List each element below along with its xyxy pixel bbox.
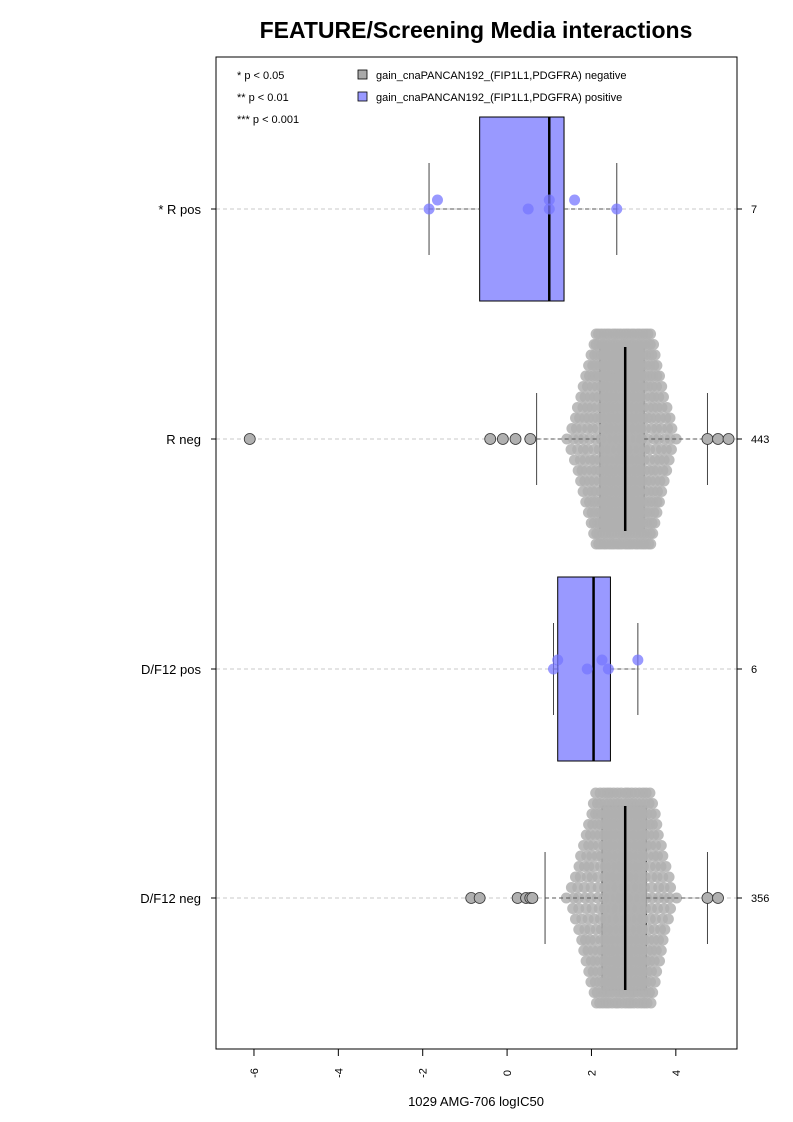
data-point	[648, 339, 660, 350]
outlier-point	[484, 433, 497, 445]
data-point	[661, 465, 673, 476]
data-point	[569, 194, 581, 206]
data-point	[666, 423, 678, 434]
significance-note: ** p < 0.01	[237, 92, 289, 104]
data-point	[664, 412, 676, 424]
data-point	[645, 997, 657, 1009]
significance-note: *** p < 0.001	[237, 114, 299, 126]
data-point	[656, 381, 668, 392]
outlier-point	[701, 433, 714, 445]
legend-swatch	[357, 69, 368, 80]
data-point	[656, 486, 668, 497]
outlier-point	[712, 433, 724, 445]
data-point	[662, 913, 674, 925]
data-point	[644, 787, 656, 799]
data-point	[660, 861, 672, 872]
data-point	[651, 507, 663, 518]
data-point	[657, 934, 669, 946]
data-point	[657, 850, 669, 862]
x-axis-label: 1029 AMG-706 logIC50	[408, 1094, 544, 1109]
x-tick-label: 0	[502, 1070, 514, 1076]
data-point	[653, 370, 665, 382]
data-point	[663, 871, 675, 883]
x-tick-label: 2	[586, 1070, 598, 1076]
data-point	[543, 203, 555, 215]
data-point	[423, 203, 435, 215]
data-point	[649, 808, 661, 820]
data-point	[665, 882, 677, 893]
x-tick-label: 4	[671, 1070, 683, 1076]
data-point	[665, 903, 677, 914]
data-point	[602, 663, 614, 675]
chart-title: FEATURE/Screening Media interactions	[260, 17, 693, 43]
data-point	[611, 203, 623, 215]
legend-label: gain_cnaPANCAN192_(FIP1L1,PDGFRA) negati…	[376, 70, 626, 82]
data-point	[645, 328, 657, 340]
data-point	[547, 663, 559, 675]
data-point	[522, 203, 534, 215]
group-label: D/F12 pos	[141, 662, 201, 677]
data-point	[665, 444, 677, 455]
data-point	[651, 819, 663, 830]
data-point	[581, 663, 593, 675]
data-point	[649, 517, 661, 529]
data-point	[658, 475, 670, 487]
x-tick-label: -6	[249, 1068, 261, 1078]
group-label: R neg	[166, 432, 201, 447]
x-tick-label: -2	[418, 1068, 430, 1078]
outlier-point	[712, 892, 724, 904]
legend: * p < 0.05 ** p < 0.01 *** p < 0.001 gain_c…	[237, 69, 626, 126]
data-point	[543, 194, 555, 206]
group-counts: 7 443 6 356	[737, 204, 769, 905]
outlier-point	[243, 433, 256, 445]
data-point	[647, 528, 659, 539]
data-point	[651, 966, 663, 977]
x-axis: -6 -4 -2 0 2 4	[249, 1048, 683, 1078]
data-point	[661, 402, 673, 413]
data-point	[632, 903, 644, 914]
data-point	[552, 654, 564, 666]
data-layer	[243, 116, 735, 1009]
data-point	[670, 433, 682, 445]
group-label: * R pos	[158, 202, 201, 217]
data-point	[647, 987, 659, 998]
data-point	[651, 360, 663, 371]
outlier-point	[473, 892, 486, 904]
data-point	[649, 349, 661, 361]
data-point	[659, 924, 671, 935]
outlier-point	[526, 892, 539, 904]
outlier-point	[722, 433, 735, 445]
data-point	[431, 194, 443, 206]
group-count: 443	[751, 434, 769, 446]
data-point	[657, 391, 669, 403]
data-point	[663, 454, 675, 466]
outlier-point	[496, 433, 509, 445]
outlier-point	[524, 433, 537, 445]
legend-swatch	[357, 91, 368, 102]
group-label: D/F12 neg	[140, 891, 201, 906]
significance-note: * p < 0.05	[237, 70, 284, 82]
y-axis-labels: * R pos R neg D/F12 pos D/F12 neg	[140, 202, 216, 906]
data-point	[652, 829, 664, 841]
data-point	[647, 798, 659, 809]
data-point	[598, 903, 610, 914]
gridlines	[216, 208, 737, 899]
data-point	[653, 496, 665, 508]
data-point	[645, 538, 657, 550]
data-point	[596, 654, 608, 666]
group-count: 356	[751, 893, 769, 905]
data-point	[649, 976, 661, 988]
data-point	[655, 840, 667, 851]
x-tick-label: -4	[333, 1068, 345, 1078]
data-point	[655, 945, 667, 956]
outlier-point	[509, 433, 522, 445]
outlier-point	[701, 892, 714, 904]
group-count: 7	[751, 204, 757, 216]
group-count: 6	[751, 664, 757, 676]
data-point	[632, 654, 644, 666]
data-point	[654, 955, 666, 967]
legend-label: gain_cnaPANCAN192_(FIP1L1,PDGFRA) positi…	[376, 92, 622, 104]
data-point	[600, 913, 612, 925]
